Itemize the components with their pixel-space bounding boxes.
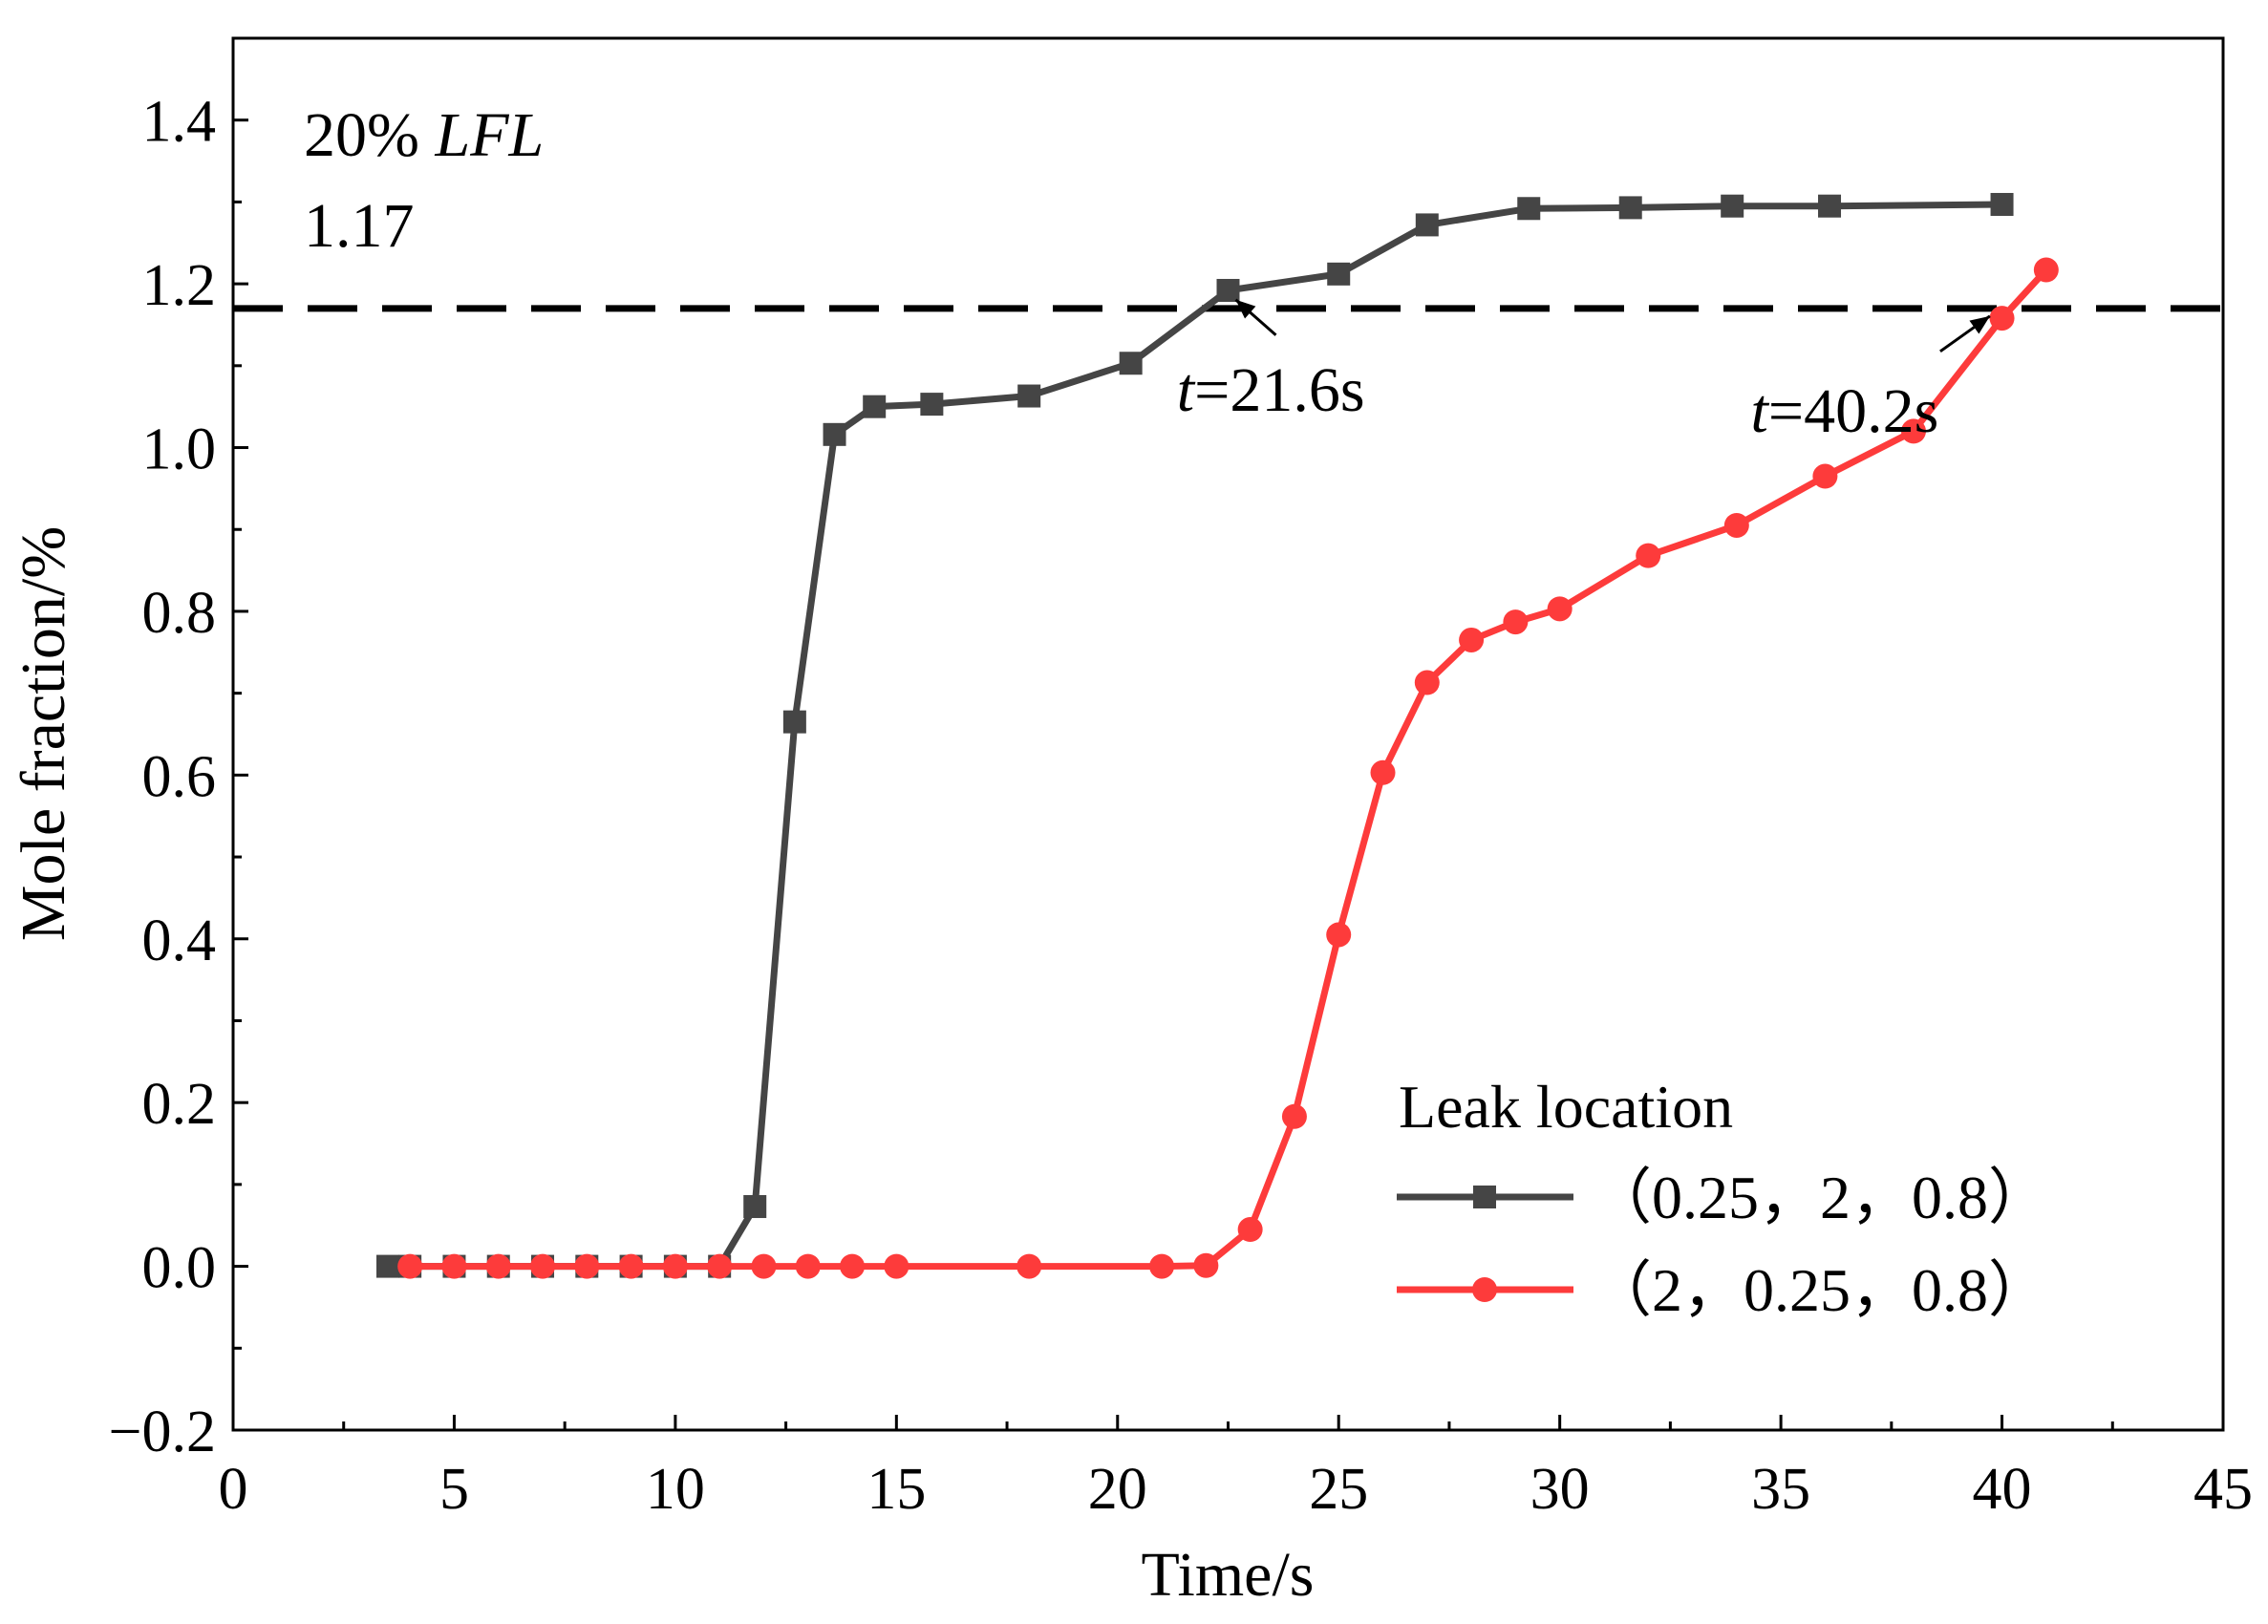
legend-marker-square	[1473, 1186, 1496, 1208]
data-point-circle	[1370, 759, 1396, 785]
x-tick-label: 25	[1309, 1457, 1368, 1522]
annotation-label: t=40.2s	[1751, 376, 1939, 446]
legend-title: Leak location	[1399, 1073, 1733, 1141]
data-point-circle	[1636, 543, 1661, 568]
data-point-square	[743, 1195, 767, 1219]
legend: Leak location （0.25，2，0.8） （2，0.25，0.8）	[1397, 1073, 2049, 1324]
x-tick-label: 15	[867, 1457, 926, 1522]
annotation-label: t=21.6s	[1177, 355, 1365, 425]
y-tick-label: 0.6	[142, 744, 217, 809]
y-tick-label: 0.8	[142, 581, 217, 646]
x-tick-label: 30	[1530, 1457, 1590, 1522]
data-point-circle	[1414, 670, 1440, 695]
data-point-circle	[485, 1253, 511, 1279]
data-point-square	[1415, 213, 1439, 237]
y-tick-label: 1.0	[142, 417, 217, 482]
data-point-circle	[662, 1253, 688, 1279]
data-point-circle	[1326, 922, 1352, 948]
data-point-circle	[1503, 609, 1529, 635]
data-point-circle	[574, 1253, 600, 1279]
data-point-square	[782, 710, 806, 734]
y-tick-label: 1.4	[142, 90, 217, 155]
data-point-square	[1721, 194, 1744, 218]
data-point-square	[1990, 192, 2014, 216]
data-point-circle	[530, 1253, 556, 1279]
data-point-square	[863, 395, 887, 418]
data-point-circle	[1812, 463, 1838, 489]
y-tick-label: 0.0	[142, 1236, 217, 1301]
data-point-square	[1517, 197, 1541, 221]
threshold-label-line1: 20% LFL	[304, 100, 544, 170]
data-point-circle	[1193, 1252, 1219, 1278]
legend-marker-circle	[1472, 1277, 1497, 1302]
data-point-circle	[2033, 257, 2059, 283]
x-axis-ticks: 0 5 10 15 20 25 30 35 40 45	[219, 1415, 2253, 1522]
data-point-square	[1327, 262, 1351, 286]
data-point-circle	[1281, 1103, 1307, 1129]
x-tick-label: 45	[2193, 1457, 2253, 1522]
x-axis-label: Time/s	[1142, 1540, 1315, 1610]
data-point-circle	[1989, 306, 2015, 331]
series-layer	[376, 192, 2059, 1279]
y-tick-label: 1.2	[142, 253, 217, 318]
data-point-circle	[1149, 1253, 1175, 1279]
data-point-square	[376, 1254, 400, 1278]
data-point-circle	[1900, 418, 1926, 444]
data-point-square	[823, 422, 846, 446]
y-axis-label: Mole fraction/%	[9, 526, 78, 941]
data-point-square	[920, 393, 944, 417]
data-point-square	[1017, 384, 1041, 408]
data-point-circle	[1016, 1253, 1042, 1279]
annotation-arrow-head	[1969, 315, 1990, 334]
x-tick-label: 20	[1088, 1457, 1147, 1522]
data-point-circle	[840, 1253, 866, 1279]
legend-label-1: （0.25，2，0.8）	[1591, 1164, 2049, 1231]
annotation-arrow-head	[1235, 299, 1256, 319]
data-point-circle	[1723, 512, 1749, 538]
threshold-label-line2: 1.17	[304, 191, 415, 261]
data-point-circle	[441, 1253, 467, 1279]
data-point-circle	[1547, 596, 1573, 622]
data-point-square	[1818, 194, 1842, 218]
x-tick-label: 35	[1751, 1457, 1810, 1522]
data-point-circle	[884, 1253, 909, 1279]
y-axis-ticks: −0.2 0.0 0.2 0.4 0.6 0.8 1.0 1.2 1.4	[109, 90, 248, 1464]
x-tick-label: 0	[219, 1457, 248, 1522]
legend-label-2: （2，0.25，0.8）	[1591, 1256, 2049, 1324]
data-point-square	[1119, 352, 1143, 375]
x-tick-label: 5	[439, 1457, 469, 1522]
data-point-square	[1216, 278, 1240, 302]
data-point-circle	[1237, 1217, 1263, 1243]
data-point-circle	[1459, 627, 1485, 652]
data-point-circle	[795, 1253, 821, 1279]
data-point-circle	[397, 1253, 423, 1279]
data-point-circle	[707, 1253, 733, 1279]
data-point-circle	[751, 1253, 777, 1279]
data-point-square	[1618, 196, 1642, 220]
data-point-circle	[618, 1253, 644, 1279]
x-tick-label: 10	[646, 1457, 705, 1522]
x-tick-label: 40	[1973, 1457, 2032, 1522]
y-tick-label: −0.2	[109, 1400, 216, 1464]
y-tick-label: 0.2	[142, 1072, 217, 1137]
annotations: t=21.6s t=40.2s	[1177, 298, 1991, 446]
y-tick-label: 0.4	[142, 908, 217, 973]
